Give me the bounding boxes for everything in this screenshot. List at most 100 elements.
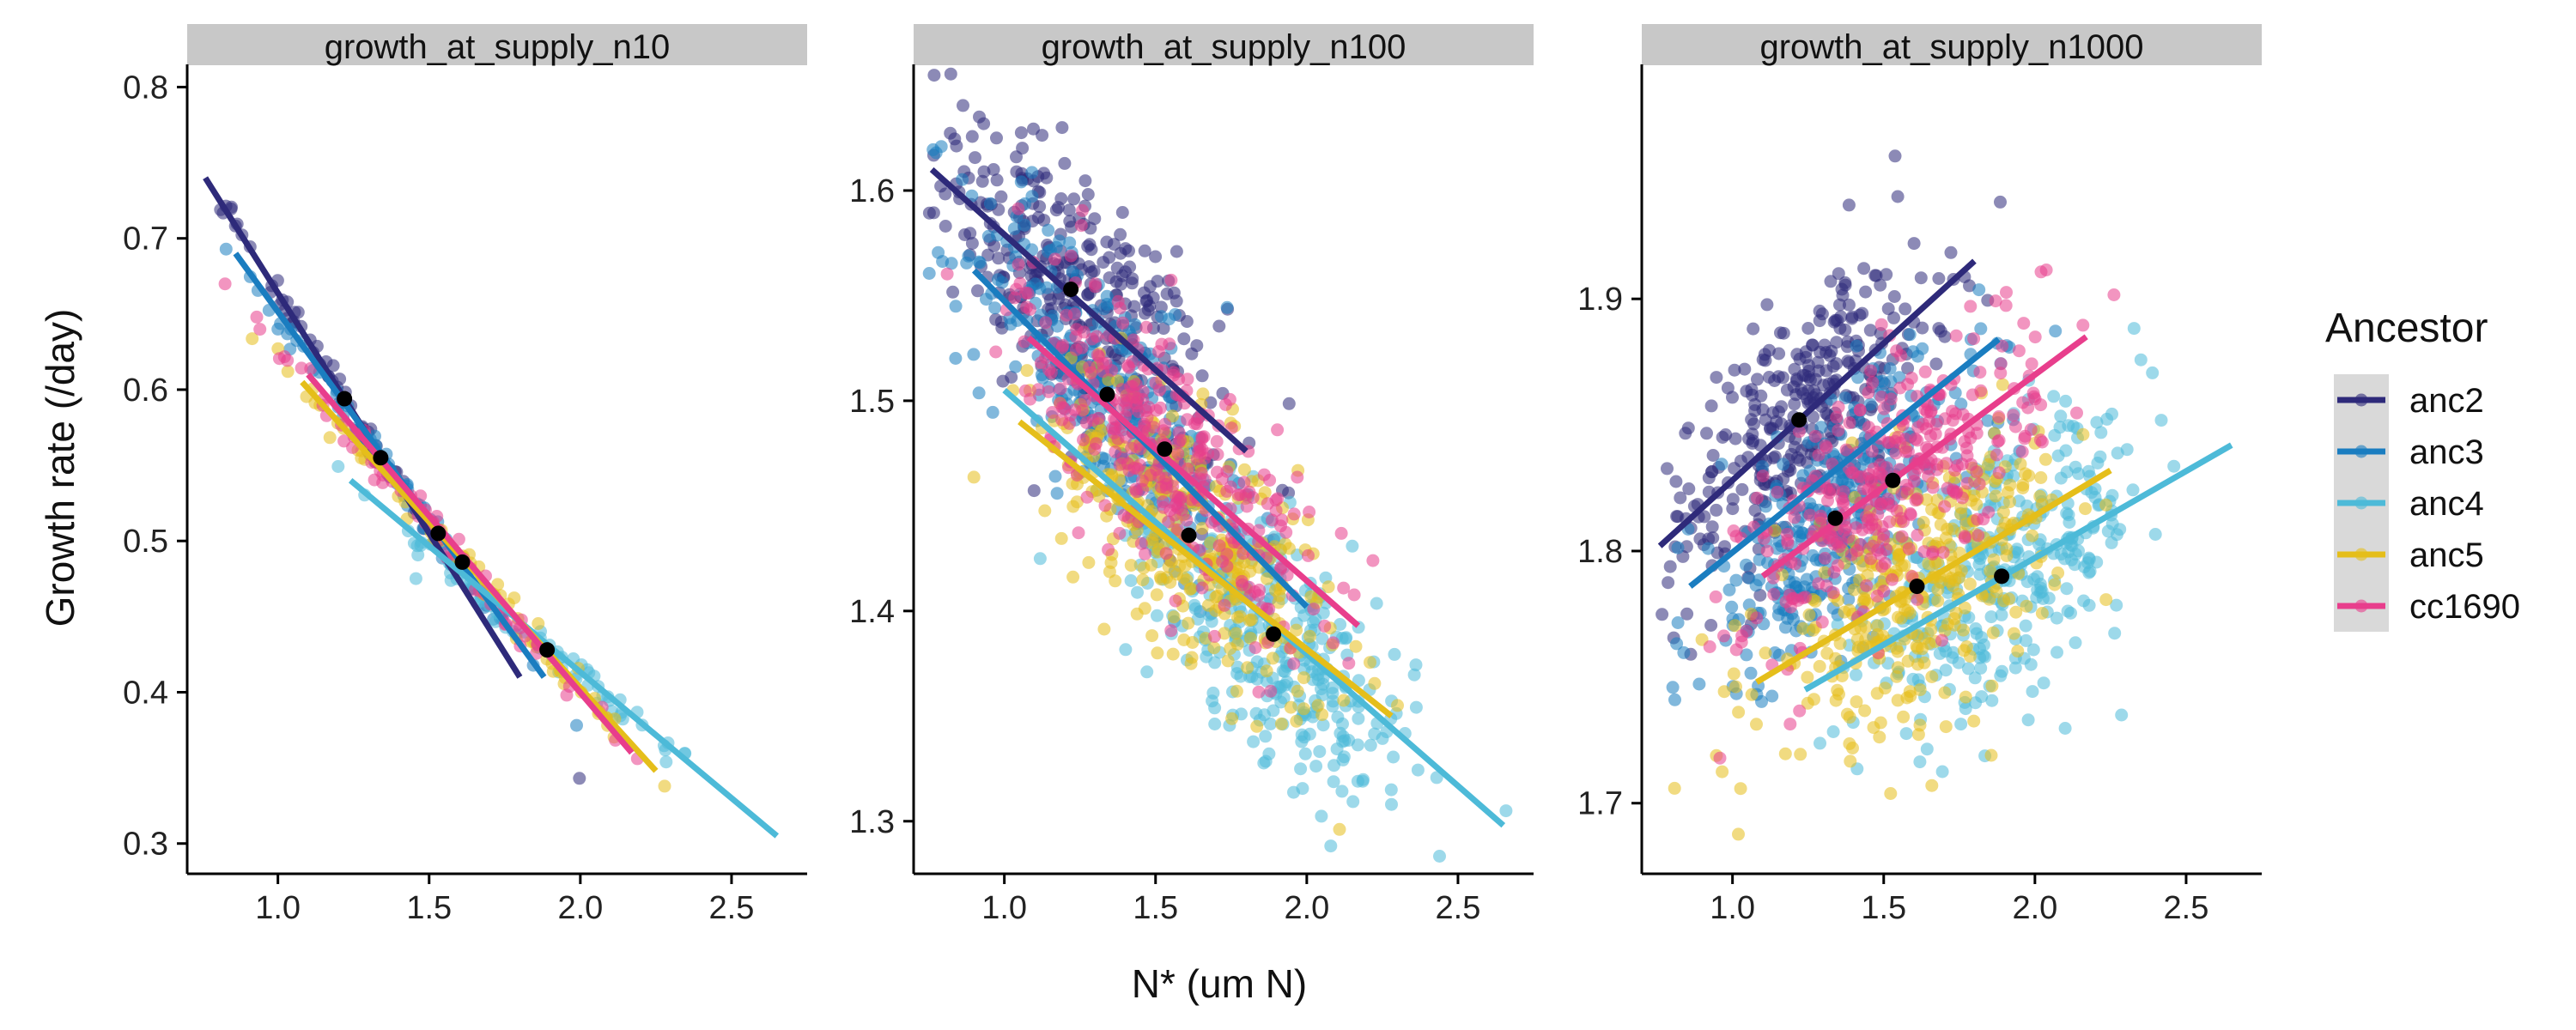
- scatter-point: [1131, 585, 1144, 599]
- scatter-point: [1196, 387, 1210, 401]
- scatter-point: [1874, 716, 1887, 730]
- scatter-point: [1929, 357, 1943, 371]
- scatter-point: [2069, 460, 2082, 474]
- scatter-point: [1004, 318, 1018, 331]
- scatter-point: [1666, 681, 1680, 694]
- scatter-point: [1907, 237, 1921, 251]
- x-tick-label: 1.0: [1710, 890, 1755, 926]
- scatter-point: [1954, 397, 1968, 411]
- scatter-point: [1972, 283, 1986, 297]
- scatter-point: [1137, 561, 1151, 575]
- scatter-point: [1177, 633, 1191, 646]
- scatter-point: [1812, 448, 1826, 462]
- scatter-point: [2000, 286, 2013, 300]
- regression-line-anc2: [1657, 258, 1977, 548]
- y-tick-label: 0.4: [123, 675, 168, 711]
- scatter-point: [2016, 478, 2030, 492]
- scatter-point: [1740, 648, 1753, 662]
- scatter-point: [2047, 390, 2061, 403]
- scatter-point: [2024, 423, 2038, 436]
- scatter-point: [1836, 288, 1850, 302]
- scatter-point: [1037, 214, 1051, 227]
- y-tick-label: 1.7: [1577, 786, 1623, 822]
- scatter-point: [1750, 491, 1764, 505]
- scatter-point: [1067, 192, 1081, 206]
- scatter-point: [949, 352, 963, 365]
- scatter-point: [2105, 536, 2118, 549]
- y-tick-label: 1.9: [1577, 282, 1623, 318]
- scatter-point: [1334, 526, 1348, 540]
- scatter-point: [1849, 521, 1862, 535]
- scatter-point: [1178, 559, 1192, 573]
- mean-point-anc2: [1791, 412, 1807, 428]
- scatter-point: [1970, 427, 1984, 440]
- scatter-point: [1709, 590, 1722, 603]
- scatter-point: [1863, 397, 1877, 411]
- scatter-point: [1710, 371, 1723, 385]
- regression-lines: [929, 167, 1506, 828]
- scatter-point: [1986, 626, 2000, 639]
- scatter-point: [1195, 443, 1209, 456]
- scatter-point: [1826, 586, 1840, 600]
- scatter-point: [1728, 432, 1742, 445]
- scatter-point: [1236, 547, 1250, 560]
- scatter-point: [1717, 685, 1731, 699]
- facet-panel: growth_at_supply_n100 1.0 1.5 2.0 2.5 1.3 1.4 1…: [849, 24, 1534, 926]
- scatter-point: [1903, 328, 1917, 342]
- scatter-point: [1185, 651, 1199, 664]
- scatter-point: [1180, 513, 1194, 527]
- scatter-point: [1898, 603, 1911, 616]
- scatter-point: [1088, 212, 1102, 226]
- scatter-point: [1908, 468, 1922, 481]
- scatter-point: [1790, 451, 1804, 464]
- mean-point-anc3: [1827, 510, 1844, 526]
- scatter-point: [1027, 122, 1040, 136]
- scatter-point: [1225, 712, 1239, 725]
- scatter-point: [2108, 627, 2122, 640]
- scatter-point: [1138, 306, 1151, 320]
- scatter-point: [1808, 470, 1822, 483]
- scatter-point: [1855, 470, 1868, 483]
- scatter-point: [2011, 546, 2025, 560]
- scatter-point: [1259, 754, 1273, 768]
- scatter-point: [1279, 537, 1292, 551]
- scatter-point: [1920, 742, 1934, 756]
- scatter-point: [1169, 308, 1182, 321]
- scatter-point: [1698, 510, 1711, 524]
- scatter-point: [1083, 360, 1097, 374]
- regression-line-cc1690: [1760, 334, 2088, 579]
- scatter-point: [1326, 687, 1340, 700]
- scatter-point: [1824, 275, 1838, 288]
- scatter-point: [659, 755, 673, 769]
- scatter-point: [1149, 250, 1163, 264]
- scatter-point: [1309, 760, 1323, 773]
- scatter-point: [1992, 466, 2006, 480]
- scatter-point: [1802, 608, 1816, 621]
- scatter-point: [1169, 594, 1182, 608]
- scatter-point: [1058, 156, 1072, 170]
- scatter-point: [956, 173, 969, 186]
- scatter-point: [1072, 526, 1085, 540]
- scatter-point: [1858, 704, 1872, 718]
- scatter-point: [1656, 608, 1669, 621]
- scatter-point: [1954, 718, 1968, 731]
- scatter-point: [1974, 661, 1988, 675]
- scatter-point: [1820, 364, 1833, 378]
- scatter-point: [981, 248, 995, 262]
- scatter-point: [1779, 595, 1793, 609]
- scatter-point: [1996, 506, 2010, 519]
- scatter-point: [1172, 436, 1186, 449]
- scatter-point: [1982, 506, 1996, 519]
- scatter-point: [1188, 598, 1201, 612]
- scatter-point: [1671, 616, 1685, 629]
- scatter-point: [1024, 392, 1037, 406]
- scatter-point: [1302, 548, 1315, 562]
- scatter-point: [1120, 397, 1133, 410]
- scatter-point: [1796, 621, 1810, 635]
- scatter-point: [1939, 720, 1953, 734]
- scatter-point: [1150, 588, 1163, 602]
- scatter-point: [2019, 467, 2032, 481]
- scatter-point: [1692, 677, 1706, 691]
- x-tick-label: 1.0: [981, 890, 1027, 926]
